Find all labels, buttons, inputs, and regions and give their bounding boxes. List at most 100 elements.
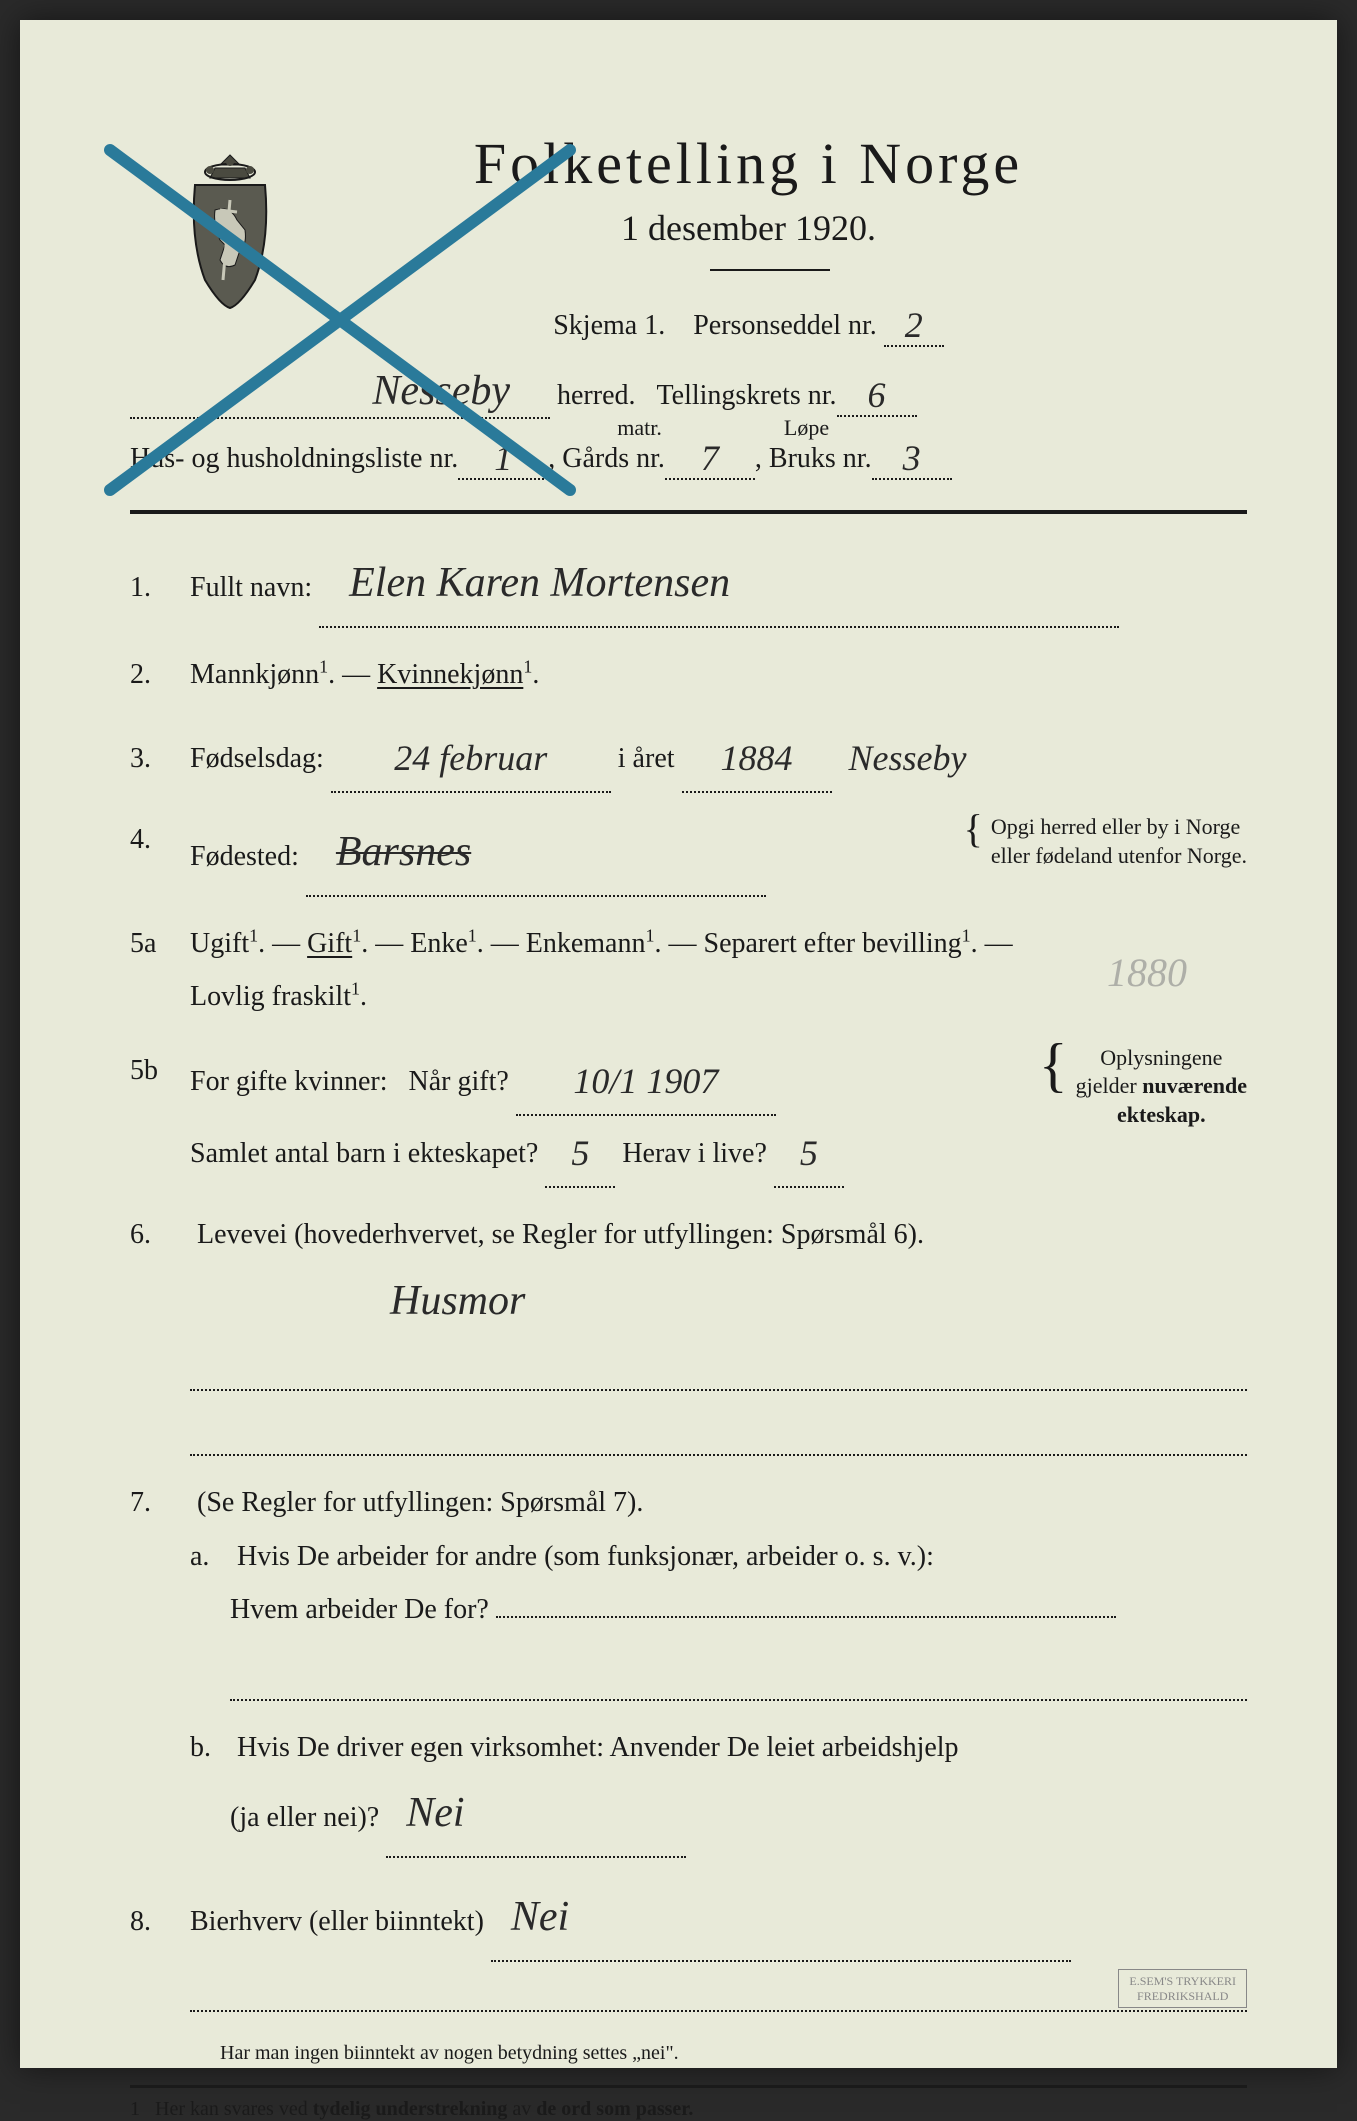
bruks-annotation: Løpe — [784, 415, 829, 441]
q3-year-value: 1884 — [721, 738, 793, 778]
hus-nr-value: 1 — [494, 438, 512, 478]
title-divider — [710, 269, 830, 271]
q5b-gift-label: Når gift? — [409, 1066, 509, 1097]
q4-value: Barsnes — [336, 829, 471, 875]
question-2: 2. Mannkjønn1. — Kvinnekjønn1. — [130, 648, 1247, 701]
q7b-text1: Hvis De driver egen virksomhet: Anvender… — [237, 1732, 959, 1763]
q3-day-value: 24 februar — [394, 738, 547, 778]
herred-field: Nesseby — [130, 367, 550, 419]
footnote: 1 Her kan svares ved tydelig understrekn… — [130, 2085, 1247, 2121]
q8-num: 8. — [130, 1895, 190, 1948]
q8-body: Bierhverv (eller biinntekt) Nei — [190, 1878, 1247, 2012]
q5a-gift: Gift — [307, 928, 352, 959]
bruks-group: Løpe Bruks nr. — [769, 443, 872, 475]
q4-body: Fødested: Barsnes { Opgi herred eller by… — [190, 813, 1247, 897]
q5b-gift-value: 10/1 1907 — [573, 1061, 718, 1101]
skjema-label: Skjema 1. — [553, 310, 665, 341]
question-6: 6. Levevei (hovederhvervet, se Regler fo… — [130, 1208, 1247, 1456]
q1-value: Elen Karen Mortensen — [349, 560, 730, 606]
q5b-label: For gifte kvinner: — [190, 1066, 388, 1097]
q5b-num: 5b — [130, 1044, 190, 1097]
hus-label: Hus- og husholdningsliste nr. — [130, 443, 458, 475]
q7a-label: a. — [190, 1530, 230, 1583]
footnote-bold1: tydelig understrekning — [313, 2098, 508, 2120]
footnote-text1: Her kan svares ved — [155, 2098, 313, 2120]
tellingskrets-label: Tellingskrets nr. — [657, 380, 837, 412]
tellingskrets-field: 6 — [837, 371, 917, 417]
stamp-line1: E.SEM'S TRYKKERI — [1129, 1974, 1236, 1988]
q5b-live-field: 5 — [774, 1116, 844, 1188]
q5b-brace-line2: gjelder nuværende — [1076, 1073, 1247, 1098]
question-1: 1. Fullt navn: Elen Karen Mortensen — [130, 544, 1247, 628]
herred-line: Nesseby herred. Tellingskrets nr. 6 — [130, 367, 1247, 419]
q6-value-line: Husmor — [130, 1262, 1247, 1342]
q1-field: Elen Karen Mortensen — [319, 544, 1119, 628]
q5a-fraskilt: Lovlig fraskilt — [190, 981, 351, 1012]
stamp-line2: FREDRIKSHALD — [1137, 1989, 1228, 2003]
q4-label: Fødested: — [190, 841, 299, 872]
census-form-page: Folketelling i Norge 1 desember 1920. Sk… — [20, 20, 1337, 2068]
q3-year-label: i året — [618, 743, 675, 774]
q5a-body: Ugift1. — Gift1. — Enke1. — Enkemann1. —… — [190, 917, 1247, 1023]
footnote-bold2: de ord som passer. — [536, 2098, 693, 2120]
q8-field: Nei — [491, 1878, 1071, 1962]
q7-label: (Se Regler for utfyllingen: Spørsmål 7). — [197, 1487, 643, 1518]
gards-label: Gårds nr. — [562, 443, 665, 474]
header-divider — [130, 510, 1247, 514]
q6-value: Husmor — [390, 1278, 525, 1324]
q4-brace-line1: Opgi herred eller by i Norge — [991, 814, 1240, 839]
nei-note: Har man ingen biinntekt av nogen betydni… — [130, 2042, 1247, 2065]
q6-blank-line-2 — [190, 1416, 1247, 1456]
q4-brace-line2: eller fødeland utenfor Norge. — [991, 843, 1247, 868]
q8-label: Bierhverv (eller biinntekt) — [190, 1906, 484, 1937]
q6-num: 6. — [130, 1208, 190, 1261]
printer-stamp: E.SEM'S TRYKKERI FREDRIKSHALD — [1118, 1969, 1247, 2008]
q7-num: 7. — [130, 1476, 190, 1529]
skjema-line: Skjema 1. Personseddel nr. 2 — [250, 301, 1247, 347]
question-5b: 5b For gifte kvinner: Når gift? 10/1 190… — [130, 1044, 1247, 1189]
question-5a: 5a Ugift1. — Gift1. — Enke1. — Enkemann1… — [130, 917, 1247, 1023]
q5a-faded-note: 1880 — [1107, 935, 1187, 1011]
tellingskrets-value: 6 — [868, 375, 886, 415]
question-7: 7. (Se Regler for utfyllingen: Spørsmål … — [130, 1476, 1247, 1858]
q2-num: 2. — [130, 648, 190, 701]
q7a-blank-line — [230, 1661, 1247, 1701]
q5b-gift-field: 10/1 1907 — [516, 1044, 776, 1116]
q5b-barn-value: 5 — [571, 1133, 589, 1173]
hus-line: Hus- og husholdningsliste nr. 1 , matr. … — [130, 434, 1247, 480]
q5b-brace-note: Oplysningene gjelder nuværende ekteskap. — [1076, 1044, 1247, 1130]
q5b-live-label: Herav i live? — [622, 1138, 767, 1169]
q5b-body: For gifte kvinner: Når gift? 10/1 1907 S… — [190, 1044, 1247, 1189]
q6-label: Levevei (hovederhvervet, se Regler for u… — [197, 1219, 924, 1250]
q7a-text2: Hvem arbeider De for? — [190, 1594, 489, 1625]
q1-body: Fullt navn: Elen Karen Mortensen — [190, 544, 1247, 628]
bruks-label: Bruks nr. — [769, 443, 872, 474]
q7b-field: Nei — [386, 1774, 686, 1858]
personseddel-nr-value: 2 — [905, 305, 923, 345]
q3-body: Fødselsdag: 24 februar i året 1884 Nesse… — [190, 721, 1247, 793]
q8-blank-line — [190, 1972, 1247, 2012]
personseddel-nr-field: 2 — [884, 301, 944, 347]
q5a-separert: Separert efter bevilling — [704, 928, 962, 959]
q5a-ugift: Ugift — [190, 928, 249, 959]
q3-year-field: 1884 — [682, 721, 832, 793]
page-subtitle: 1 desember 1920. — [250, 207, 1247, 249]
q5a-num: 5a — [130, 917, 190, 970]
q8-value: Nei — [511, 1894, 569, 1940]
question-8: 8. Bierhverv (eller biinntekt) Nei — [130, 1878, 1247, 2012]
q1-label: Fullt navn: — [190, 572, 312, 603]
q1-num: 1. — [130, 561, 190, 614]
herred-label: herred. — [557, 380, 636, 412]
q6-blank-line-1 — [190, 1351, 1247, 1391]
q2-kvinne: Kvinnekjønn — [377, 659, 523, 690]
personseddel-label: Personseddel nr. — [693, 310, 877, 341]
q3-extra-value: Nesseby — [849, 738, 967, 778]
q5b-barn-field: 5 — [545, 1116, 615, 1188]
q5b-brace-line1: Oplysningene — [1100, 1045, 1222, 1070]
bruks-nr-value: 3 — [903, 438, 921, 478]
q5a-enke: Enke — [410, 928, 468, 959]
gards-nr-field: 7 — [665, 434, 755, 480]
q7b-value: Nei — [406, 1790, 464, 1836]
q7b-label: b. — [190, 1721, 230, 1774]
q7b-text2: (ja eller nei)? — [190, 1802, 379, 1833]
